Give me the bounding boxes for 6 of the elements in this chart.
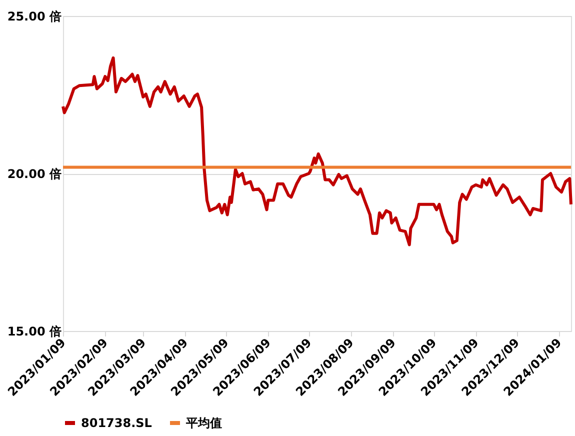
y-tick-label: 20.00 倍 <box>7 167 62 181</box>
legend-label: 801738.SL <box>81 416 152 430</box>
y-tick-label: 15.00 倍 <box>7 324 62 338</box>
legend-label: 平均值 <box>185 416 222 430</box>
y-tick-label: 25.00 倍 <box>7 10 62 24</box>
line-series <box>62 56 572 246</box>
